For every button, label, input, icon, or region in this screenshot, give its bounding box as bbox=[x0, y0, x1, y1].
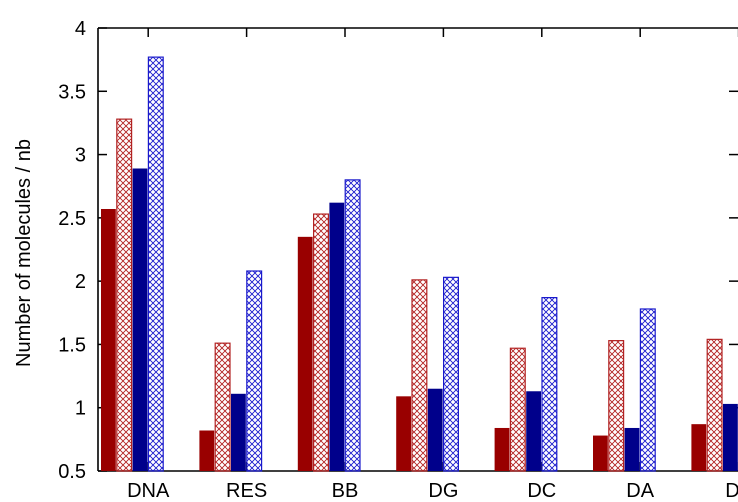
x-tick-label: BB bbox=[332, 480, 359, 502]
bar bbox=[494, 427, 510, 471]
y-tick-label: 4 bbox=[75, 18, 86, 40]
x-tick-labels: DNA RES BB DG DC DA DT bbox=[127, 480, 738, 502]
bar bbox=[608, 340, 625, 472]
y-tick-label: 3.5 bbox=[58, 81, 86, 103]
bar bbox=[231, 393, 246, 471]
bar bbox=[593, 435, 608, 471]
x-tick-label: RES bbox=[226, 480, 267, 502]
bar bbox=[329, 202, 345, 471]
bar bbox=[214, 342, 231, 472]
bar bbox=[147, 56, 164, 472]
bar bbox=[509, 347, 526, 472]
bar bbox=[344, 179, 361, 472]
bar bbox=[199, 430, 215, 471]
y-tick-labels: 0.5 1 1.5 2 2.5 3 3.5 4 bbox=[58, 18, 86, 483]
bar bbox=[723, 403, 738, 471]
x-tick-label: DG bbox=[428, 480, 458, 502]
bar bbox=[624, 427, 640, 471]
x-tick-label: DT bbox=[725, 480, 738, 502]
bar bbox=[246, 270, 263, 472]
y-tick-label: 3 bbox=[75, 145, 86, 167]
y-tick-label: 1 bbox=[75, 398, 86, 420]
x-tick-label: DA bbox=[626, 480, 654, 502]
y-tick-label: 0.5 bbox=[58, 461, 86, 483]
bar bbox=[411, 279, 428, 472]
y-tick-label: 2.5 bbox=[58, 208, 86, 230]
bar bbox=[443, 276, 460, 472]
bar bbox=[691, 424, 707, 471]
y-tick-label: 2 bbox=[75, 271, 86, 293]
x-tick-label: DC bbox=[527, 480, 556, 502]
bar bbox=[396, 396, 411, 471]
bar bbox=[132, 168, 148, 471]
x-tick-label: DNA bbox=[127, 480, 170, 502]
bar bbox=[706, 338, 723, 472]
bar bbox=[297, 236, 313, 471]
bar bbox=[313, 213, 330, 472]
bar bbox=[101, 208, 116, 472]
bar bbox=[526, 391, 541, 471]
bar bbox=[639, 308, 656, 472]
bar bbox=[427, 388, 443, 471]
bars-group bbox=[101, 56, 738, 472]
y-tick-label: 1.5 bbox=[58, 334, 86, 356]
bar bbox=[116, 118, 133, 472]
bar bbox=[541, 296, 558, 472]
y-axis-label: Number of molecules / nb bbox=[13, 139, 35, 367]
